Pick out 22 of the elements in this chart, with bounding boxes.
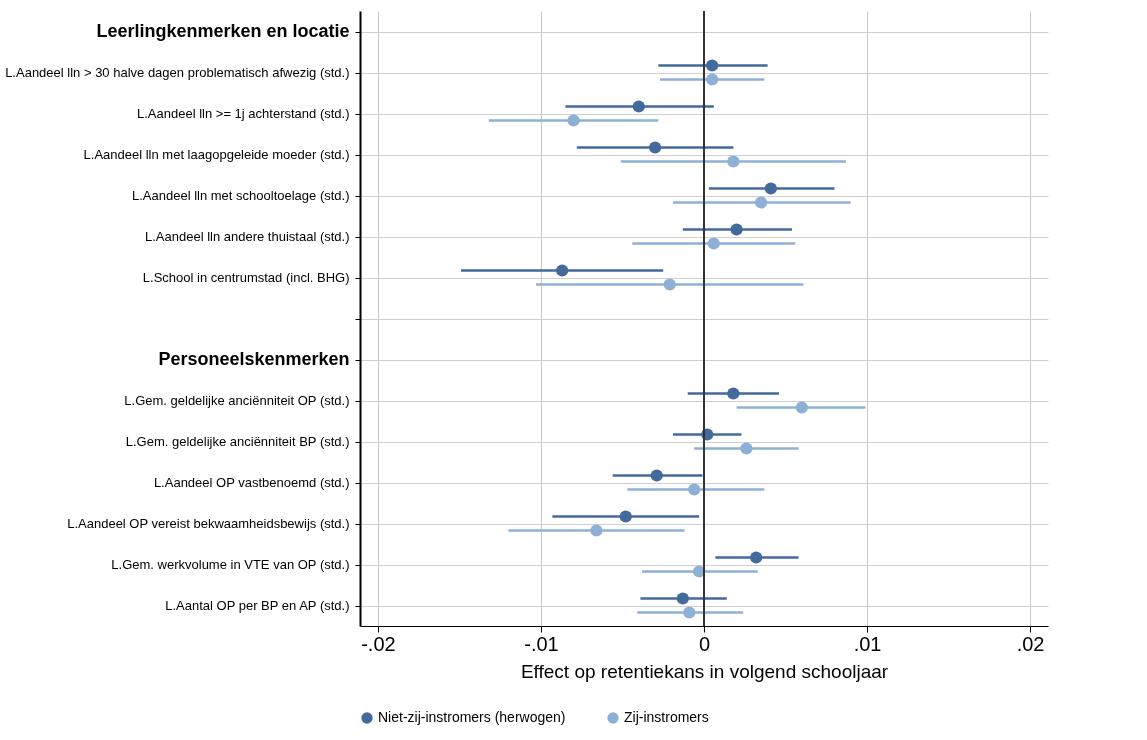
y-tick-label: L.Gem. geldelijke anciënniteit BP (std.) [125, 434, 350, 449]
y-tick-label: Personeelskenmerken [158, 349, 350, 369]
y-tick-label: L.School in centrumstad (incl. BHG) [142, 270, 350, 285]
y-tick-label: L.Aandeel OP vastbenoemd (std.) [153, 475, 350, 490]
y-tick-label: Leerlingkenmerken en locatie [96, 21, 350, 41]
legend-label: Niet-zij-instromers (herwogen) [378, 709, 566, 725]
y-tick-label: L.Gem. werkvolume in VTE van OP (std.) [111, 557, 350, 572]
x-tick-label: .02 [1016, 632, 1045, 655]
x-axis-title: Effect op retentiekans in volgend schooljaar [520, 660, 889, 682]
y-tick-label: L.Aandeel lln met laagopgeleide moeder (std.) [83, 147, 350, 162]
x-tick-label: -.01 [524, 632, 559, 655]
y-tick-label: L.Aandeel lln > 30 halve dagen problematisch afwezig (std.) [5, 65, 350, 80]
y-tick-label: L.Gem. geldelijke anciënniteit OP (std.) [124, 393, 350, 408]
legend-label: Zij-instromers [624, 709, 709, 725]
x-tick-label: .01 [853, 632, 882, 655]
x-tick-label: 0 [698, 632, 711, 655]
y-tick-label: L.Aandeel lln met schooltoelage (std.) [131, 188, 350, 203]
x-tick-label: -.02 [361, 632, 396, 655]
y-tick-label: L.Aantal OP per BP en AP (std.) [165, 598, 350, 613]
y-tick-label: L.Aandeel lln andere thuistaal (std.) [144, 229, 350, 244]
y-tick-label: L.Aandeel lln >= 1j achterstand (std.) [137, 106, 350, 121]
y-tick-label: L.Aandeel OP vereist bekwaamheidsbewijs (std.) [67, 516, 350, 531]
